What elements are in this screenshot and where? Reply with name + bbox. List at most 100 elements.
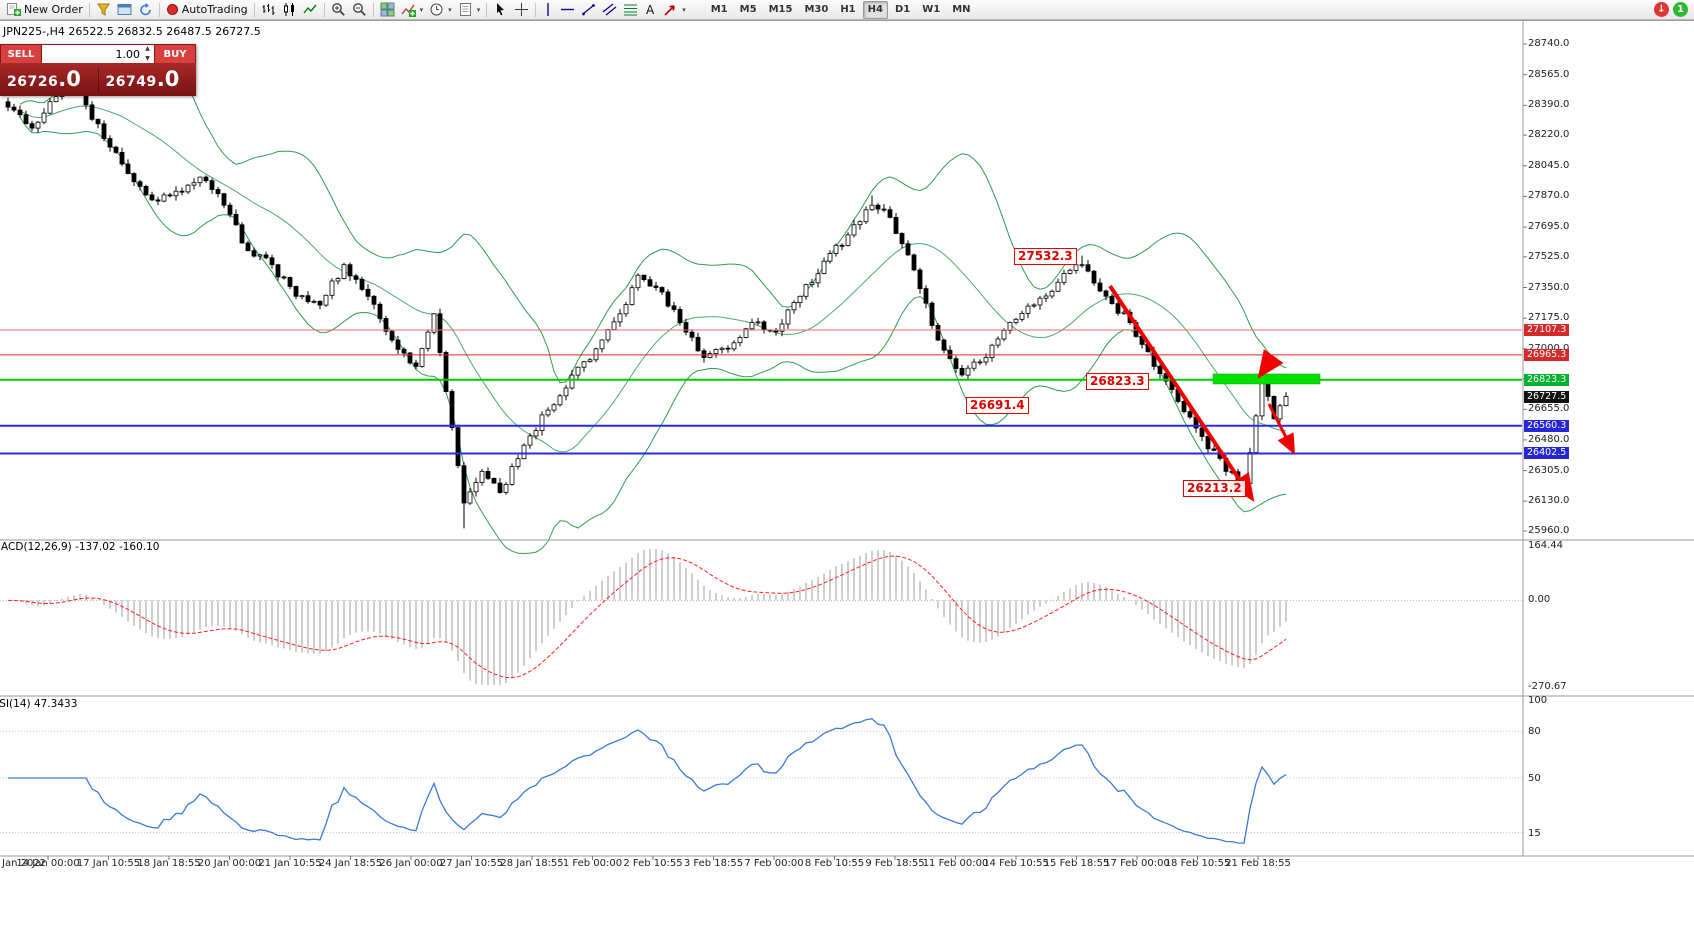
channel-tool-button[interactable] [599,1,620,19]
time-axis-label: 18 Jan 18:55 [137,858,201,869]
horizontal-line-icon [560,2,575,17]
refresh-button[interactable] [135,1,156,19]
toolbar-separator [158,2,160,17]
new-order-button[interactable]: New Order [3,1,86,19]
chevron-down-icon: ▾ [476,5,481,14]
autotrading-status-icon [166,3,179,16]
indicators-button[interactable]: ▾ [398,1,427,19]
horizontal-line-tool-button[interactable] [557,1,578,19]
toolbar-separator [88,2,90,17]
price-annotation[interactable]: 26691.4 [966,397,1029,414]
new-order-icon [6,2,21,17]
price-axis-label: 28565.0 [1528,68,1570,80]
time-axis-label: Jan 2022 [2,858,47,869]
time-axis-label: 7 Feb 00:00 [744,858,804,869]
price-annotation[interactable]: 26213.2 [1183,480,1246,497]
arrows-tool-button[interactable]: ▾ [660,1,689,19]
sell-price-display[interactable]: 26726 .0 [0,67,98,91]
timeframe-button-d1[interactable]: D1 [894,3,911,15]
timeframe-button-w1[interactable]: W1 [922,3,941,15]
price-annotation[interactable]: 26823.3 [1086,373,1149,390]
spin-up-icon[interactable]: ▲ [145,45,150,52]
toolbar-separator [372,2,374,17]
chart-info-line: JPN225-,H4 26522.5 26832.5 26487.5 26727… [3,25,261,38]
price-axis-label: 28220.0 [1528,129,1570,141]
time-axis-label: 28 Jan 18:55 [500,858,564,869]
toolbar-separator [323,2,325,17]
crosshair-button[interactable] [511,1,532,19]
timeframe-button-m5[interactable]: M5 [739,3,757,15]
line-chart-button[interactable] [300,1,321,19]
time-axis-label: 21 Feb 18:55 [1225,858,1291,869]
trendline-tool-button[interactable] [578,1,599,19]
time-axis-label: 24 Jan 18:55 [318,858,383,869]
zoom-in-button[interactable] [328,1,349,19]
one-click-trading-panel: SELL 1.00 ▲ ▼ BUY 26726 .0 26749 .0 [0,44,196,96]
vertical-line-tool-button[interactable] [539,1,557,19]
time-axis-label: 21 Jan 10:55 [258,858,322,869]
bollinger-bands-layer [19,57,1287,555]
timeframe-button-mn[interactable]: MN [952,3,971,15]
macd-scale-label: -270.67 [1528,681,1567,692]
arrow-tool-icon [663,2,678,17]
timeframe-button-m15[interactable]: M15 [768,3,793,15]
text-tool-icon: A [644,2,657,17]
tile-windows-button[interactable] [377,1,398,19]
text-tool-button[interactable]: A [641,1,660,19]
price-axis-label: 27870.0 [1528,190,1570,202]
new-order-label: New Order [24,3,83,16]
price-axis-label: 28740.0 [1528,38,1570,49]
toolbar-separator [253,2,255,17]
fibonacci-icon [623,2,638,17]
profiles-button[interactable] [93,1,114,19]
update-status-icon[interactable]: ↓ [1654,2,1669,17]
rsi-scale-label: 100 [1528,695,1548,706]
price-annotation[interactable]: 27532.3 [1014,248,1077,265]
buy-price-frac: .0 [156,67,180,91]
zoom-out-button[interactable] [349,1,370,19]
sell-button[interactable]: SELL [1,45,41,63]
buy-price-main: 26749 [105,74,157,90]
price-axis-label: 26655.0 [1528,403,1570,415]
timeframe-button-m30[interactable]: M30 [804,3,829,15]
price-axis-label: 27525.0 [1528,250,1570,262]
price-tag: 26727.5 [1524,390,1570,403]
rsi-layer [0,718,1522,844]
volume-spinner[interactable]: ▲ ▼ [142,45,153,63]
svg-text:A: A [646,3,655,17]
periods-button[interactable]: ▾ [426,1,455,19]
timeframe-group: M1 M5 M15 M30 H1 H4 D1 W1 MN [705,0,977,19]
toolbar-separator [486,2,488,17]
time-axis-label: 14 Feb 10:55 [983,858,1049,869]
window-icon [117,2,132,17]
volume-input[interactable]: 1.00 ▲ ▼ [42,45,154,63]
time-axis-label: 18 Feb 10:55 [1164,858,1231,869]
timeframe-button-m1[interactable]: M1 [710,3,728,15]
horizontal-levels-layer [0,329,1522,455]
timeframe-button-h4[interactable]: H4 [862,0,888,19]
macd-scale-label: 164.44 [1528,540,1563,551]
data-window-button[interactable] [114,1,135,19]
toolbar-separator [535,2,537,17]
fibonacci-tool-button[interactable] [620,1,641,19]
time-axis-label: 20 Jan 00:00 [197,858,262,869]
channel-icon [602,2,617,17]
notification-badge-icon[interactable]: 1 [1673,2,1688,17]
buy-price-display[interactable]: 26749 .0 [99,67,197,91]
price-axis-label: 28390.0 [1528,99,1570,111]
price-tag: 26823.3 [1524,373,1570,386]
price-axis-label: 27350.0 [1528,281,1570,293]
candlestick-chart-button[interactable] [279,1,300,19]
sell-price-frac: .0 [58,67,81,91]
panel-separators [0,20,1694,857]
templates-button[interactable]: ▾ [455,1,484,19]
spin-down-icon[interactable]: ▼ [145,55,150,62]
timeframe-button-h1[interactable]: H1 [840,3,856,15]
bar-chart-button[interactable] [258,1,279,19]
price-axis-label: 26305.0 [1528,464,1570,476]
cursor-button[interactable] [490,1,511,19]
autotrading-button[interactable]: AutoTrading [163,1,251,19]
toolbar-right-status: ↓ 1 [1654,2,1691,17]
buy-button[interactable]: BUY [155,45,195,63]
